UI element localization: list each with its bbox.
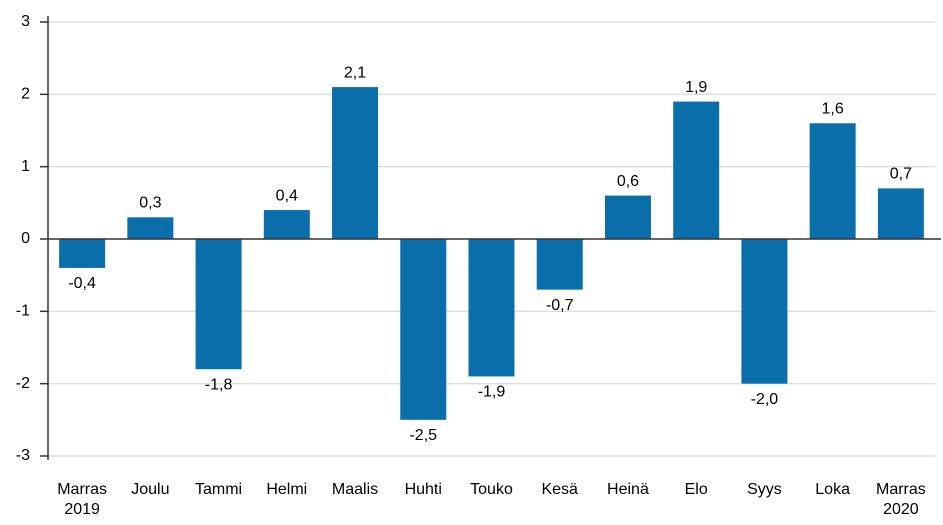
value-label: 0,7 bbox=[890, 166, 912, 183]
x-tick-label: Heinä bbox=[607, 481, 649, 498]
x-tick-label: Elo bbox=[684, 481, 708, 498]
value-label: 2,1 bbox=[344, 64, 366, 81]
y-tick-label: -1 bbox=[16, 303, 30, 320]
bar bbox=[604, 195, 651, 239]
bar bbox=[59, 239, 106, 268]
y-tick-label: 1 bbox=[21, 158, 30, 175]
x-tick-label: Tammi bbox=[195, 481, 243, 498]
x-tick-label: Maalis bbox=[331, 481, 379, 498]
x-tick-label: Helmi bbox=[266, 481, 308, 498]
bar bbox=[332, 87, 379, 239]
bar bbox=[877, 188, 924, 239]
value-label: 1,9 bbox=[685, 79, 707, 96]
value-label: 1,6 bbox=[822, 100, 844, 117]
value-label: 0,4 bbox=[276, 187, 298, 204]
bar bbox=[263, 210, 310, 239]
value-label: -2,0 bbox=[751, 391, 779, 408]
value-label: -0,4 bbox=[68, 275, 96, 292]
y-tick-label: 2 bbox=[21, 86, 30, 103]
y-tick-label: 3 bbox=[21, 13, 30, 30]
y-tick-label: 0 bbox=[21, 230, 30, 247]
x-tick-label: Loka bbox=[815, 481, 850, 498]
value-label: 0,6 bbox=[617, 173, 639, 190]
x-tick-label: Touko bbox=[470, 481, 513, 498]
bar bbox=[809, 123, 856, 239]
x-tick-label: Kesä bbox=[541, 481, 578, 498]
x-tick-label: Marras 2019 bbox=[57, 481, 107, 518]
value-label: -0,7 bbox=[546, 297, 574, 314]
value-label: -2,5 bbox=[409, 427, 437, 444]
value-label: -1,8 bbox=[205, 376, 233, 393]
x-tick-label: Joulu bbox=[131, 481, 170, 498]
x-tick-label: Marras 2020 bbox=[875, 481, 926, 518]
bar bbox=[127, 217, 174, 239]
bar bbox=[400, 239, 447, 420]
bar bbox=[195, 239, 242, 370]
value-label: -1,9 bbox=[478, 384, 506, 401]
y-tick-label: -3 bbox=[16, 447, 30, 464]
bar bbox=[536, 239, 583, 290]
x-tick-label: Huhti bbox=[404, 481, 442, 498]
bar bbox=[741, 239, 788, 384]
bar bbox=[468, 239, 515, 377]
x-tick-label: Syys bbox=[747, 481, 782, 498]
bar bbox=[673, 101, 720, 239]
value-label: 0,3 bbox=[139, 195, 161, 212]
y-tick-label: -2 bbox=[16, 375, 30, 392]
